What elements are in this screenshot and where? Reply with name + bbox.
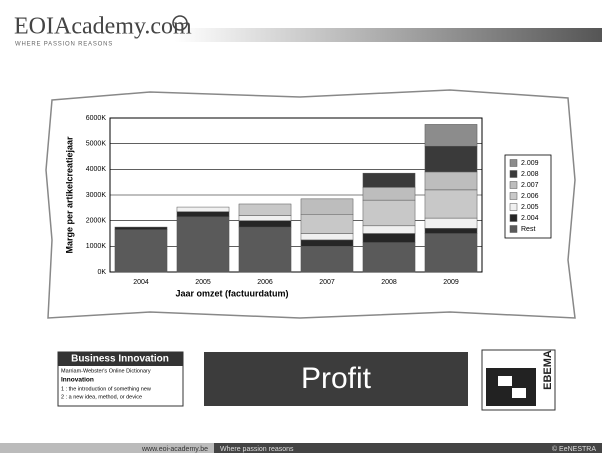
banner-text: Profit xyxy=(301,362,372,395)
footer-url: www.eoi-academy.be xyxy=(141,446,208,453)
legend-swatch xyxy=(509,181,518,189)
bar-segment xyxy=(114,226,168,230)
y-tick-label: 2000K xyxy=(86,218,107,225)
bar-segment xyxy=(238,203,292,216)
bar-segment xyxy=(114,229,168,273)
x-tick-label: 2007 xyxy=(319,279,335,286)
bar-segment xyxy=(238,220,292,228)
bar-segment xyxy=(238,226,292,273)
chart: Jaar omzet (factuurdatum) Marge per arti… xyxy=(64,115,552,298)
legend-label: 2.007 xyxy=(521,182,539,189)
x-tick-label: 2006 xyxy=(257,279,273,286)
bar-segment xyxy=(300,198,354,215)
legend-label: 2.005 xyxy=(521,204,539,211)
bar-segment xyxy=(424,189,478,219)
footer-copyright: © EeNESTRA xyxy=(552,445,596,453)
x-tick-label: 2004 xyxy=(133,279,149,286)
x-tick-label: 2008 xyxy=(381,279,397,286)
logo-icon xyxy=(172,15,188,31)
legend-swatch xyxy=(509,192,518,200)
bar-segment xyxy=(176,206,230,212)
legend-swatch xyxy=(509,214,518,222)
partner-logo-mark xyxy=(486,368,536,406)
bar-segment xyxy=(362,225,416,234)
definition-term: Innovation xyxy=(61,377,94,384)
bar-segment xyxy=(362,199,416,227)
header-bar xyxy=(175,28,602,42)
bar-segment xyxy=(424,233,478,273)
partner-logo-text: EBEMA xyxy=(542,350,554,390)
y-tick-label: 4000K xyxy=(86,166,107,173)
bar-segment xyxy=(424,124,478,147)
footer-motto: Where passion reasons xyxy=(220,446,294,453)
legend-label: 2.008 xyxy=(521,171,539,178)
definition-line: 1 : the introduction of something new xyxy=(61,386,151,392)
legend-swatch xyxy=(509,170,518,178)
bar-segment xyxy=(176,216,230,273)
bar-segment xyxy=(300,246,354,273)
legend-label: 2.009 xyxy=(521,160,539,167)
bar-segment xyxy=(424,217,478,229)
logo: EOIAcademy.com xyxy=(14,14,192,40)
footer-bar-dark xyxy=(214,443,602,453)
legend-label: 2.006 xyxy=(521,193,539,200)
y-axis-label: Marge per artikelcreatiejaar xyxy=(64,136,74,254)
y-tick-label: 0K xyxy=(97,269,106,276)
x-tick-label: 2009 xyxy=(443,279,459,286)
tagline: WHERE PASSION REASONS xyxy=(15,42,113,48)
bar-segment xyxy=(176,211,230,218)
definition-header xyxy=(58,352,183,366)
bar-segment xyxy=(362,172,416,188)
bar-segment xyxy=(424,171,478,191)
legend-swatch xyxy=(509,159,518,167)
bar-segment xyxy=(362,233,416,243)
y-tick-label: 5000K xyxy=(86,141,107,148)
bar-segment xyxy=(300,233,354,241)
partner-logo-mark xyxy=(498,376,512,386)
y-tick-label: 3000K xyxy=(86,192,107,199)
bar-segment xyxy=(362,187,416,201)
bar-segment xyxy=(424,228,478,234)
y-tick-label: 6000K xyxy=(86,115,107,122)
legend-label: 2.004 xyxy=(521,215,539,222)
legend-swatch xyxy=(509,225,518,233)
bar-segment xyxy=(362,242,416,273)
x-tick-label: 2005 xyxy=(195,279,211,286)
bar-segment xyxy=(238,215,292,221)
bar-segment xyxy=(300,214,354,234)
x-axis-label: Jaar omzet (factuurdatum) xyxy=(175,288,288,298)
legend-swatch xyxy=(509,203,518,211)
banner xyxy=(204,352,468,406)
definition-line: 2 : a new idea, method, or device xyxy=(61,394,142,400)
bar-segment xyxy=(424,145,478,173)
legend-label: Rest xyxy=(521,226,535,233)
definition-title: Business Innovation xyxy=(71,354,169,365)
partner-logo-mark xyxy=(512,388,526,398)
definition-source: Marriam-Webster's Online Dictionary xyxy=(61,368,151,374)
bar-segment xyxy=(300,239,354,247)
y-tick-label: 1000K xyxy=(86,243,107,250)
